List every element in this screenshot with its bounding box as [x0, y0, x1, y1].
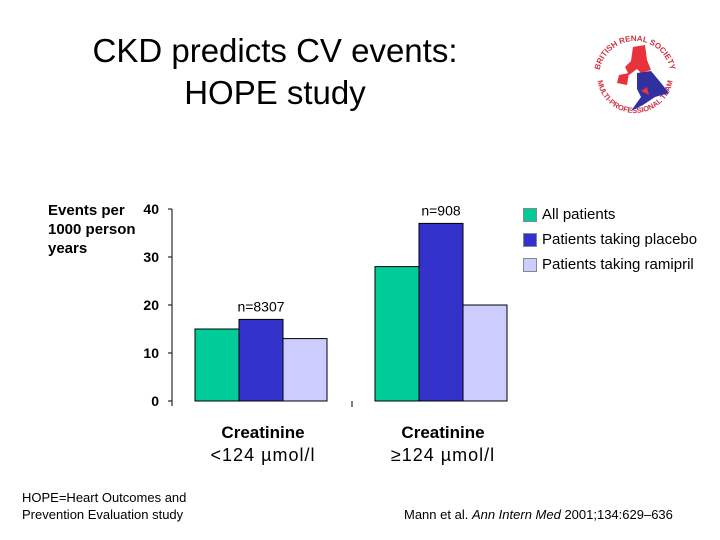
legend-item-ramipril: Patients taking ramipril [523, 252, 697, 277]
category-2-line-2: ≥124 µmol/l [390, 445, 496, 465]
slide-title: CKD predicts CV events: HOPE study [40, 30, 510, 114]
legend-label: Patients taking placebo [542, 231, 698, 248]
citation-journal: Ann Intern Med [471, 507, 561, 522]
bar-1-2 [374, 266, 420, 402]
footnote-line-2: Prevention Evaluation study [22, 507, 184, 522]
category-label-1: Creatinine <124 µmol/l [173, 422, 353, 466]
y-tick-label: 30 [143, 249, 159, 265]
category-2-line-1: Creatinine [401, 423, 485, 442]
footnote-line-1: HOPE=Heart Outcomes and [22, 490, 187, 505]
category-1-line-1: Creatinine [221, 423, 305, 442]
bar-3-2 [462, 304, 508, 402]
bar-3-1 [282, 338, 328, 402]
legend-label: Patients taking ramipril [542, 256, 694, 273]
title-line-1: CKD predicts CV events: [92, 32, 458, 69]
legend: All patients Patients taking placebo Pat… [523, 202, 697, 277]
bar-1-1 [194, 328, 240, 402]
sample-size-annotation: n=8307 [237, 298, 284, 314]
y-axis-label: Events per 1000 person years [48, 202, 136, 257]
y-tick-label: 0 [151, 393, 159, 409]
british-renal-society-logo: BRITISH RENAL SOCIETY MULTI-PROFESSIONAL… [585, 25, 685, 125]
legend-swatch [523, 257, 537, 272]
category-1-line-2: <124 µmol/l [210, 445, 316, 465]
bar-2-2 [418, 222, 464, 402]
bar-2-1 [238, 318, 284, 402]
citation-authors: Mann et al. [404, 507, 472, 522]
citation: Mann et al. Ann Intern Med 2001;134:629–… [404, 506, 673, 523]
y-tick-label: 10 [143, 345, 159, 361]
y-tick-label: 40 [143, 201, 159, 217]
legend-label: All patients [542, 206, 616, 223]
title-line-2: HOPE study [184, 74, 366, 111]
legend-item-all: All patients [523, 202, 697, 227]
legend-swatch [523, 232, 537, 247]
category-label-2: Creatinine ≥124 µmol/l [353, 422, 533, 466]
legend-swatch [523, 207, 537, 222]
y-tick-label: 20 [143, 297, 159, 313]
footnote: HOPE=Heart Outcomes and Prevention Evalu… [22, 489, 186, 523]
sample-size-annotation: n=908 [421, 202, 461, 218]
citation-details: 2001;134:629–636 [560, 507, 673, 522]
legend-item-placebo: Patients taking placebo [523, 227, 697, 252]
